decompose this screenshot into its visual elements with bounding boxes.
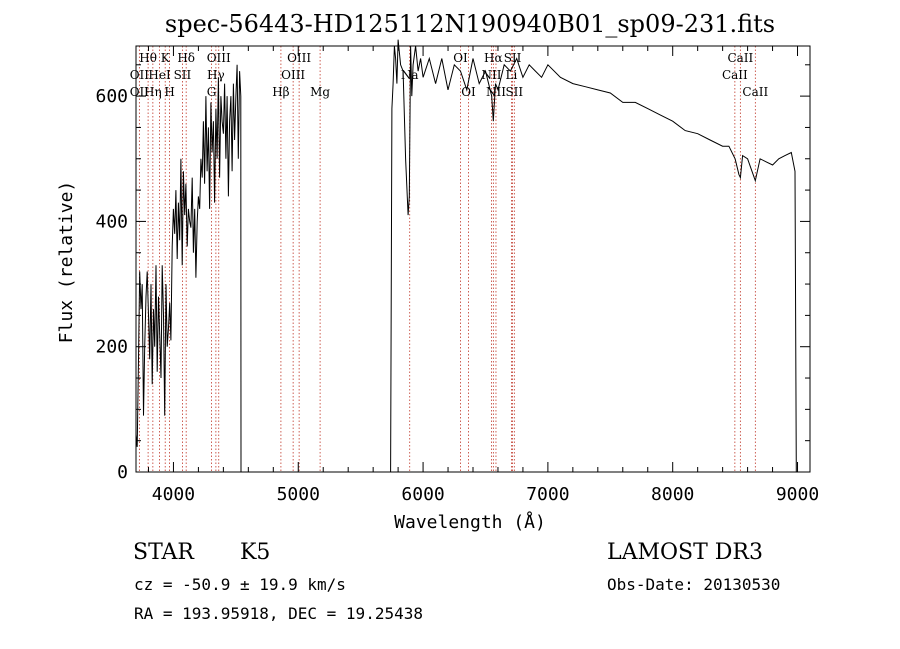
x-tick-label: 8000 xyxy=(651,484,694,505)
x-tick-label: 5000 xyxy=(277,484,320,505)
line-marker-label: OI xyxy=(453,51,468,65)
line-markers xyxy=(138,46,756,472)
line-marker-label: Hθ xyxy=(139,51,157,65)
line-marker-label: H xyxy=(164,85,174,99)
line-marker-label: SII xyxy=(505,85,523,99)
line-marker-label: NII xyxy=(486,85,506,99)
spectrum-line xyxy=(135,39,798,473)
x-tick-label: 4000 xyxy=(152,484,195,505)
line-marker-label: OII xyxy=(130,85,150,99)
line-marker-label: OIII xyxy=(287,51,311,65)
line-marker-label: OI xyxy=(461,85,476,99)
line-marker-label: Hβ xyxy=(272,85,289,99)
x-axis-ticks: 4000 5000 6000 7000 8000 9000 xyxy=(147,46,819,505)
x-axis-label: Wavelength (Å) xyxy=(394,511,546,533)
obs-date: Obs-Date: 20130530 xyxy=(607,575,781,594)
line-marker-label: CaII xyxy=(727,51,753,65)
y-tick-label: 600 xyxy=(95,86,128,107)
line-marker-label: Hγ xyxy=(207,68,225,82)
y-axis-label: Flux (relative) xyxy=(56,181,77,344)
line-marker-label: OIII xyxy=(207,51,231,65)
x-tick-label: 9000 xyxy=(776,484,819,505)
line-marker-label: OII xyxy=(130,68,150,82)
chart-title: spec-56443-HD125112N190940B01_sp09-231.f… xyxy=(165,10,775,38)
survey-name: LAMOST DR3 xyxy=(607,540,763,565)
line-marker-label: Hα xyxy=(484,51,503,65)
line-marker-label: Li xyxy=(506,68,518,82)
line-marker-label: CaII xyxy=(722,68,748,82)
object-class: STAR xyxy=(133,540,194,565)
line-marker-label: Hη xyxy=(144,85,162,99)
line-marker-label: Mg xyxy=(310,85,330,99)
y-tick-label: 0 xyxy=(117,462,128,483)
line-marker-label: K xyxy=(161,51,171,65)
line-marker-label: Hδ xyxy=(177,51,195,65)
line-marker-label: Na xyxy=(401,68,419,82)
y-tick-label: 200 xyxy=(95,337,128,358)
coordinates: RA = 193.95918, DEC = 19.25438 xyxy=(134,604,423,623)
y-tick-label: 400 xyxy=(95,211,128,232)
object-subclass: K5 xyxy=(240,540,271,565)
plot-frame xyxy=(135,45,811,473)
redshift-readout: cz = -50.9 ± 19.9 km/s xyxy=(134,575,346,594)
line-marker-label: CaII xyxy=(742,85,768,99)
line-marker-label: NII xyxy=(481,68,501,82)
line-marker-label: SII xyxy=(504,51,522,65)
x-tick-label: 7000 xyxy=(526,484,569,505)
line-marker-label: HeI xyxy=(148,68,171,82)
line-marker-label: SII xyxy=(174,68,192,82)
x-tick-label: 6000 xyxy=(401,484,444,505)
line-marker-label: OIII xyxy=(281,68,305,82)
y-axis-ticks: 0 200 400 600 xyxy=(95,64,810,483)
line-marker-label: G xyxy=(207,85,217,99)
